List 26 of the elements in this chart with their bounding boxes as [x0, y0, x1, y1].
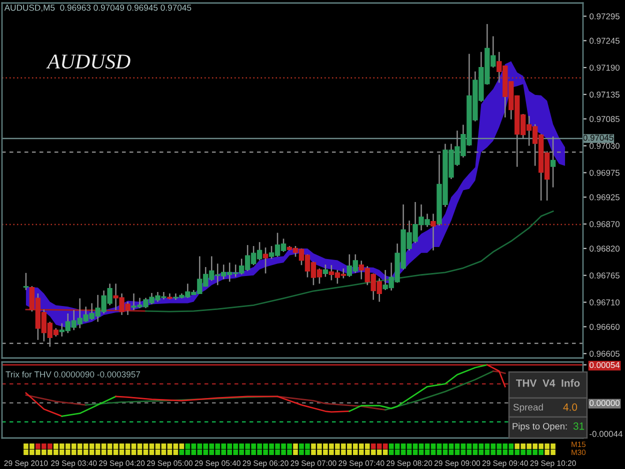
y-tick-label: -0.00044 — [590, 430, 622, 437]
y-tick-label: 0.96605 — [590, 350, 620, 357]
text: Trix for THV 0.0000090 -0.0003957 — [6, 371, 140, 378]
y-tick-label: 0.96925 — [590, 194, 620, 200]
y-tick-label: 0.96660 — [590, 324, 620, 330]
annotation: 31 — [573, 422, 584, 430]
annotation: Pips to Open: — [512, 422, 567, 432]
y-tick-label: 0.97030 — [590, 142, 620, 149]
y-tick-label: 0.00054 — [590, 362, 620, 368]
y-tick-label: 0.96765 — [590, 272, 620, 279]
y-tick-label: 0.97245 — [590, 38, 620, 44]
annotation: THV V4 Info — [516, 379, 580, 387]
y-tick-label: 0.97295 — [590, 13, 620, 20]
y-tick-label: 0.96870 — [590, 221, 620, 228]
y-tick-label: 0.96710 — [590, 299, 620, 306]
annotation: AUDUSD — [46, 54, 130, 69]
annotation: 4.0 — [563, 403, 578, 411]
y-tick-label: 0.97135 — [590, 92, 620, 98]
y-tick-label: 0.00000 — [590, 400, 620, 406]
y-tick-label: 0.96975 — [590, 170, 620, 176]
ref-line-label: 0.97045 — [583, 134, 614, 141]
y-tick-label: 0.96820 — [590, 246, 620, 252]
annotation: Spread — [513, 404, 543, 412]
y-tick-label: 0.97085 — [590, 116, 620, 122]
chart-title: AUDUSD,M5 0.96963 0.97049 0.96945 0.97045 — [4, 4, 192, 12]
y-tick-label: 0.97190 — [590, 64, 620, 71]
